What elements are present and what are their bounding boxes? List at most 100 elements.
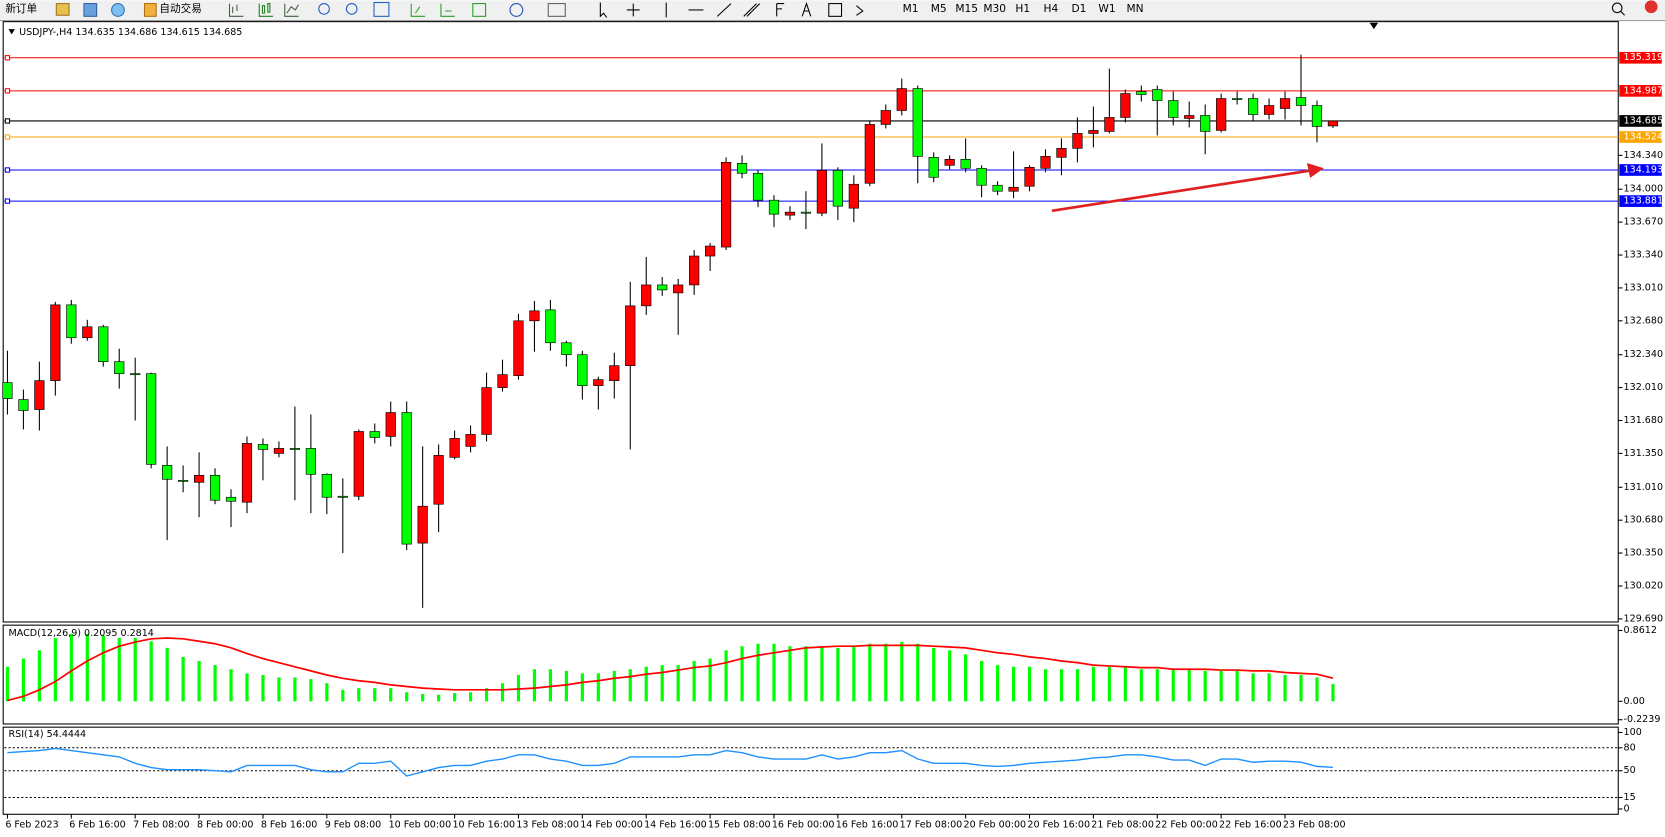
- candle-body: [848, 183, 859, 209]
- candle-body: [273, 448, 285, 454]
- x-tick-label: 22 Feb 00:00: [1155, 819, 1218, 830]
- candle-body: [561, 342, 572, 356]
- candle-body: [593, 379, 604, 386]
- timeframe-button[interactable]: M5: [931, 2, 947, 15]
- icon[interactable]: [547, 3, 566, 17]
- candle-body: [241, 443, 253, 503]
- rsi-line: [7, 747, 1333, 777]
- icon[interactable]: [284, 3, 300, 17]
- icon[interactable]: [856, 5, 864, 16]
- timeframe-button[interactable]: H4: [1043, 2, 1058, 15]
- search-icon[interactable]: [1619, 10, 1625, 16]
- candle-body: [369, 431, 380, 438]
- icon[interactable]: [599, 2, 608, 18]
- candle-body: [162, 465, 173, 480]
- macd-bar: [309, 679, 313, 702]
- macd-bar: [245, 673, 249, 702]
- icon[interactable]: [410, 3, 426, 17]
- candle-body: [1247, 98, 1259, 115]
- macd-bar: [1155, 669, 1159, 702]
- candle-body: [720, 162, 732, 248]
- y-tick-label: 80: [1624, 742, 1636, 753]
- timeframe-button[interactable]: MN: [1126, 2, 1143, 15]
- icon[interactable]: [626, 3, 640, 17]
- icon[interactable]: [743, 3, 761, 17]
- candle-body: [1152, 89, 1163, 101]
- candle-body: [385, 412, 396, 437]
- icon[interactable]: [509, 3, 524, 17]
- macd-bar: [1251, 673, 1255, 702]
- y-tick-label: 131.350: [1624, 448, 1663, 459]
- candle-body: [481, 387, 492, 435]
- macd-bar: [1235, 670, 1239, 702]
- candle-body: [130, 373, 141, 376]
- y-tick-label: 0.8612: [1624, 625, 1657, 636]
- candle-body: [353, 431, 364, 497]
- icon[interactable]: [716, 3, 732, 17]
- macd-bar: [1059, 669, 1064, 702]
- level-label: 134.524: [1624, 132, 1663, 143]
- timeframe-button[interactable]: D1: [1071, 2, 1086, 15]
- level-label-bg: [1619, 131, 1662, 143]
- macd-bar: [405, 692, 409, 702]
- candle-body: [82, 326, 93, 339]
- icon[interactable]: [228, 3, 244, 17]
- candle-body: [864, 124, 875, 184]
- icon[interactable]: [828, 3, 843, 17]
- icon[interactable]: [111, 3, 125, 17]
- timeframe-button[interactable]: M15: [955, 2, 978, 15]
- candle-body: [928, 157, 939, 178]
- candle-body: [689, 255, 700, 286]
- candle-body: [305, 448, 316, 475]
- notification-badge[interactable]: [1644, 0, 1658, 14]
- icon[interactable]: [776, 3, 785, 17]
- candle-body: [641, 284, 652, 307]
- candle-body: [816, 169, 828, 214]
- timeframe-button[interactable]: M1: [903, 2, 919, 15]
- icon[interactable]: [318, 3, 330, 15]
- macd-bar: [724, 650, 728, 702]
- icon[interactable]: [472, 3, 487, 17]
- macd-bar: [325, 683, 329, 702]
- search-icon[interactable]: [1611, 2, 1623, 14]
- icon[interactable]: [143, 3, 157, 17]
- candle-body: [880, 110, 891, 125]
- candle-body: [1008, 186, 1019, 192]
- icon[interactable]: [83, 3, 98, 17]
- icon[interactable]: [373, 1, 390, 17]
- candle-body: [1200, 115, 1211, 132]
- y-tick-label: 130.020: [1624, 580, 1663, 591]
- candle-body: [768, 199, 780, 215]
- macd-bar: [1011, 666, 1016, 702]
- timeframe-bar: M1 M5 M15 M30 H1 H4 D1 W1 MN: [903, 2, 1144, 15]
- macd-bar: [1187, 669, 1191, 702]
- timeframe-button[interactable]: W1: [1098, 2, 1115, 15]
- new-order-button[interactable]: 新订单: [5, 2, 37, 15]
- macd-bar: [85, 633, 89, 702]
- macd-bar: [548, 669, 553, 702]
- candle-body: [625, 305, 636, 366]
- icon[interactable]: [345, 3, 358, 15]
- icon[interactable]: [55, 3, 70, 16]
- level-label: 133.881: [1624, 196, 1663, 207]
- macd-bar: [149, 641, 153, 702]
- macd-bar: [1075, 669, 1080, 702]
- candle-body: [1120, 93, 1131, 118]
- macd-bar: [1091, 666, 1095, 702]
- y-tick-label: 15: [1624, 792, 1636, 803]
- auto-trading-button[interactable]: 自动交易: [159, 2, 201, 15]
- candle-body: [1232, 98, 1243, 100]
- x-tick-label: 13 Feb 08:00: [516, 819, 579, 830]
- candle-body: [209, 474, 221, 501]
- icon[interactable]: [258, 3, 274, 17]
- macd-bar: [117, 637, 121, 702]
- macd-bar: [1139, 669, 1143, 702]
- timeframe-button[interactable]: H1: [1015, 2, 1030, 15]
- icon[interactable]: [801, 1, 812, 17]
- macd-bar: [900, 642, 904, 702]
- icon[interactable]: [440, 3, 455, 17]
- timeframe-button[interactable]: M30: [983, 2, 1006, 15]
- macd-bar: [1027, 666, 1032, 702]
- macd-bar: [133, 637, 137, 702]
